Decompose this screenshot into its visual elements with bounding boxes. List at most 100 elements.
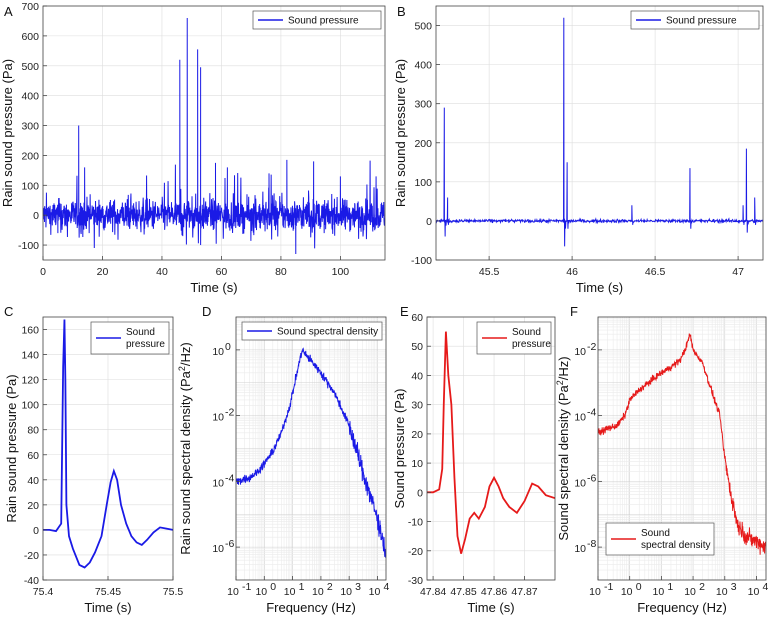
- x-tick-label-a: 60: [216, 266, 228, 278]
- y-axis-label-d: Rain sound spectral density (Pa2/Hz): [177, 342, 193, 554]
- y-tick-label-c: 40: [27, 475, 39, 487]
- x-tick-exponent-f: -1: [604, 581, 613, 593]
- x-tick-exponent-d: 1: [299, 581, 305, 593]
- y-tick-exponent-d: -2: [225, 407, 234, 419]
- y-tick-label-a: 600: [21, 31, 39, 43]
- x-axis-label-d: Frequency (Hz): [266, 600, 356, 615]
- y-tick-label-b: -100: [411, 255, 432, 267]
- y-tick-label-e: 10: [411, 458, 423, 470]
- y-tick-label-c: 0: [33, 525, 39, 537]
- y-axis-label-main-f: Sound spectral density (Pa: [556, 384, 571, 540]
- y-tick-label-e: -20: [408, 546, 423, 558]
- x-tick-label-d: 10: [284, 586, 296, 598]
- y-axis-label-sup-f: 2: [555, 380, 565, 385]
- y-tick-exponent-f: -4: [587, 407, 596, 419]
- panel-letter-e: E: [400, 304, 409, 319]
- legend-box-a: [252, 10, 382, 30]
- y-tick-label-c: 60: [27, 450, 39, 462]
- y-axis-label-sup-d: 2: [177, 366, 187, 371]
- legend-label-f: spectral density: [641, 540, 710, 551]
- y-axis-label-a: Rain sound pressure (Pa): [0, 59, 15, 207]
- y-tick-label-d: 10: [212, 412, 224, 424]
- y-tick-label-a: 300: [21, 121, 39, 133]
- y-axis-label-c: Rain sound pressure (Pa): [4, 374, 19, 522]
- y-tick-label-c: 20: [27, 500, 39, 512]
- y-tick-exponent-f: -6: [587, 472, 596, 484]
- x-tick-label-a: 40: [156, 266, 168, 278]
- x-tick-label-f: 10: [748, 586, 760, 598]
- legend-b: Sound pressure: [630, 10, 760, 30]
- series-line-e: [427, 331, 555, 554]
- panel-letter-d: D: [202, 304, 211, 319]
- x-tick-label-c: 75.4: [33, 586, 54, 598]
- grid-e: [427, 316, 555, 581]
- y-tick-label-a: 400: [21, 91, 39, 103]
- x-tick-label-f: 10: [621, 586, 633, 598]
- x-tick-label-d: 10: [340, 586, 352, 598]
- y-tick-label-c: -20: [24, 550, 39, 562]
- y-tick-label-f: 10: [574, 477, 586, 489]
- y-tick-exponent-d: -6: [225, 538, 234, 550]
- x-tick-exponent-d: 0: [270, 581, 276, 593]
- y-tick-label-b: 500: [414, 21, 432, 33]
- y-tick-label-d: 10: [212, 543, 224, 555]
- y-tick-label-c: 100: [21, 400, 39, 412]
- x-tick-label-d: 10: [255, 586, 267, 598]
- plot-frame-a: [42, 5, 386, 261]
- y-tick-label-c: 160: [21, 325, 39, 337]
- y-tick-label-e: 0: [417, 487, 423, 499]
- chart-panel-b: 45.5 46 46.5 47 -100 0 100 200 300 400 500 Time (s)…: [393, 5, 764, 295]
- x-axis-label-b: Time (s): [576, 280, 623, 295]
- x-tick-exponent-f: 3: [731, 581, 737, 593]
- x-tick-label-b: 46.5: [645, 266, 666, 278]
- x-tick-label-e: 47.85: [450, 586, 476, 598]
- x-axis-label-c: Time (s): [84, 600, 131, 615]
- plot-frame-d: [235, 316, 387, 581]
- series-line-d: [236, 347, 386, 558]
- y-tick-exponent-f: -8: [587, 538, 596, 550]
- panel-letter-b: B: [397, 4, 406, 19]
- x-tick-exponent-f: 4: [762, 581, 768, 593]
- series-line-f: [598, 333, 766, 555]
- y-tick-label-f: 10: [574, 412, 586, 424]
- x-axis-label-f: Frequency (Hz): [637, 600, 727, 615]
- y-tick-label-a: 200: [21, 150, 39, 162]
- x-tick-label-e: 47.84: [420, 586, 446, 598]
- legend-d: Sound spectral density: [241, 321, 383, 341]
- x-tick-label-f: 10: [653, 586, 665, 598]
- x-tick-label-c: 75.5: [163, 586, 184, 598]
- x-tick-label-f: 10: [684, 586, 696, 598]
- chart-panel-d: 10 -1 10 0 10 1 10 2 10 3 10 410 -610 -410 -210 0Freque…: [177, 316, 389, 615]
- x-tick-exponent-f: 0: [636, 581, 642, 593]
- y-axis-label-f: Sound spectral density (Pa2/Hz): [555, 356, 571, 540]
- x-tick-label-c: 75.45: [95, 586, 121, 598]
- panel-letter-a: A: [4, 4, 13, 19]
- x-tick-label-a: 0: [40, 266, 46, 278]
- plot-frame-f: [597, 316, 767, 581]
- y-tick-exponent-f: -2: [587, 341, 596, 353]
- y-tick-label-e: 60: [411, 312, 423, 324]
- y-tick-label-f: 10: [574, 543, 586, 555]
- legend-box-d: [241, 321, 383, 341]
- x-tick-exponent-f: 2: [699, 581, 705, 593]
- legend-a: Sound pressure: [252, 10, 382, 30]
- y-tick-label-b: 200: [414, 138, 432, 150]
- y-tick-label-a: 500: [21, 61, 39, 73]
- y-tick-label-f: 10: [574, 346, 586, 358]
- y-tick-label-b: 400: [414, 60, 432, 72]
- legend-label-e: pressure: [512, 339, 551, 350]
- y-axis-label-b: Rain sound pressure (Pa): [393, 59, 408, 207]
- x-tick-label-b: 45.5: [479, 266, 500, 278]
- y-axis-label-e: Sound pressure (Pa): [392, 389, 407, 509]
- y-tick-label-b: 0: [426, 216, 432, 228]
- y-axis-label-end-d: /Hz): [178, 342, 193, 366]
- legend-box-b: [630, 10, 760, 30]
- y-tick-label-a: 0: [33, 210, 39, 222]
- series-line-b: [436, 17, 763, 247]
- series-line-a: [43, 17, 385, 255]
- y-tick-label-c: 80: [27, 425, 39, 437]
- y-tick-label-e: 50: [411, 341, 423, 353]
- x-axis-label-e: Time (s): [467, 600, 514, 615]
